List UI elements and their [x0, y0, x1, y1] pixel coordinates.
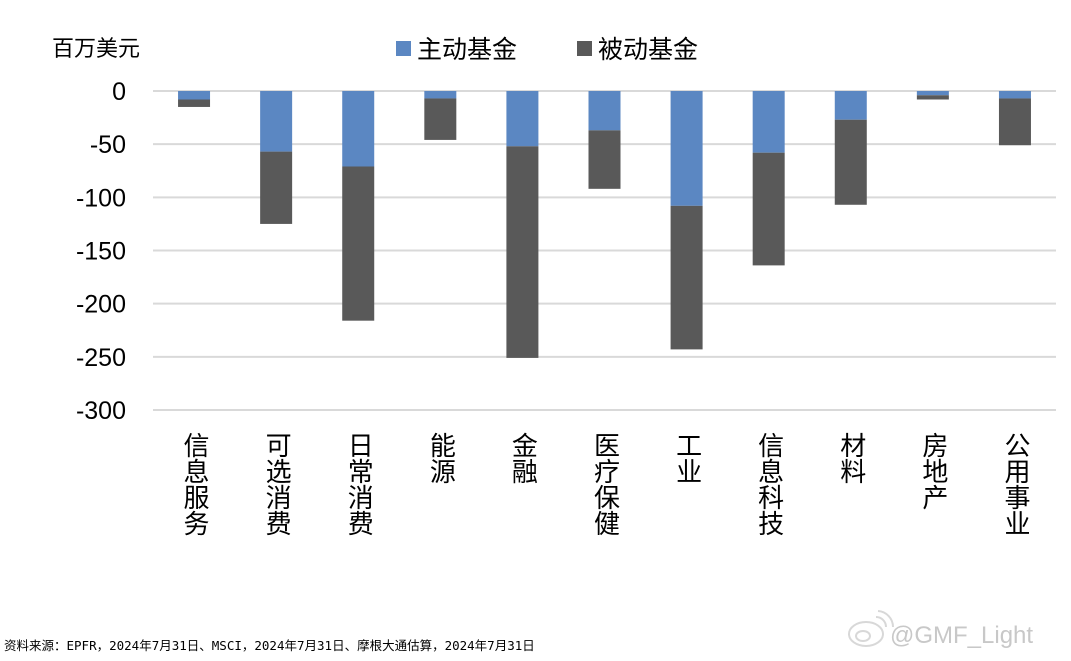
- bar-passive: [916, 95, 949, 100]
- bar-active: [588, 91, 621, 131]
- bar-passive: [670, 205, 703, 350]
- x-tick-label: 房地产: [918, 432, 948, 510]
- y-tick-label: -50: [90, 131, 126, 159]
- legend-label: 被动基金: [598, 35, 698, 64]
- y-tick-label: -100: [76, 184, 126, 212]
- x-tick-label: 可选消费: [261, 432, 291, 536]
- bar-passive: [424, 98, 457, 140]
- weibo-logo-icon: [848, 610, 895, 647]
- y-tick-label: -200: [76, 291, 126, 319]
- x-tick-label: 金融: [507, 432, 537, 484]
- bar-active: [424, 91, 457, 99]
- x-tick-label: 能源: [425, 432, 455, 484]
- bar-passive: [998, 98, 1031, 146]
- x-tick-label: 医疗保健: [590, 432, 620, 536]
- y-tick-label: -250: [76, 344, 126, 372]
- y-axis-unit-label: 百万美元: [52, 37, 140, 62]
- bar-passive: [588, 130, 621, 189]
- bar-passive: [342, 166, 375, 321]
- bar-active: [670, 91, 703, 206]
- bar-active: [916, 91, 949, 96]
- gridlines: [153, 90, 1056, 411]
- bar-passive: [178, 99, 211, 107]
- bar-passive: [260, 151, 293, 224]
- y-tick-label: -300: [76, 397, 126, 425]
- legend-label: 主动基金: [417, 35, 517, 64]
- y-tick-label: -150: [76, 238, 126, 266]
- bar-passive: [752, 152, 785, 266]
- watermark-text: @GMF_Light: [890, 622, 1033, 649]
- y-axis-ticks: 0 -50 -100 -150 -200 -250 -300: [76, 78, 126, 425]
- bar-active: [342, 91, 375, 167]
- x-tick-label: 材料: [836, 432, 866, 484]
- x-axis-ticks: 信息服务 可选消费 日常消费 能源 金融 医疗保健 工业 信息科技 材料 房地产 公用事业: [179, 432, 1030, 536]
- x-tick-label: 工业: [672, 432, 702, 484]
- bar-active: [752, 91, 785, 153]
- bar-active: [260, 91, 293, 152]
- legend: 主动基金 被动基金: [396, 35, 698, 64]
- bar-passive: [506, 146, 539, 358]
- bar-active: [834, 91, 867, 120]
- legend-swatch: [396, 41, 411, 56]
- bar-active: [178, 91, 211, 100]
- bars: [178, 91, 1031, 358]
- x-tick-label: 信息服务: [179, 432, 209, 536]
- x-tick-label: 信息科技: [754, 432, 784, 536]
- y-tick-label: 0: [112, 78, 126, 106]
- x-tick-label: 公用事业: [1000, 432, 1030, 536]
- bar-active: [998, 91, 1031, 99]
- legend-swatch: [577, 41, 592, 56]
- bar-active: [506, 91, 539, 147]
- x-tick-label: 日常消费: [343, 432, 373, 536]
- watermark: @GMF_Light: [848, 610, 1033, 649]
- bar-passive: [834, 119, 867, 205]
- source-note: 资料来源：EPFR，2024年7月31日、MSCI，2024年7月31日、摩根大…: [4, 638, 535, 653]
